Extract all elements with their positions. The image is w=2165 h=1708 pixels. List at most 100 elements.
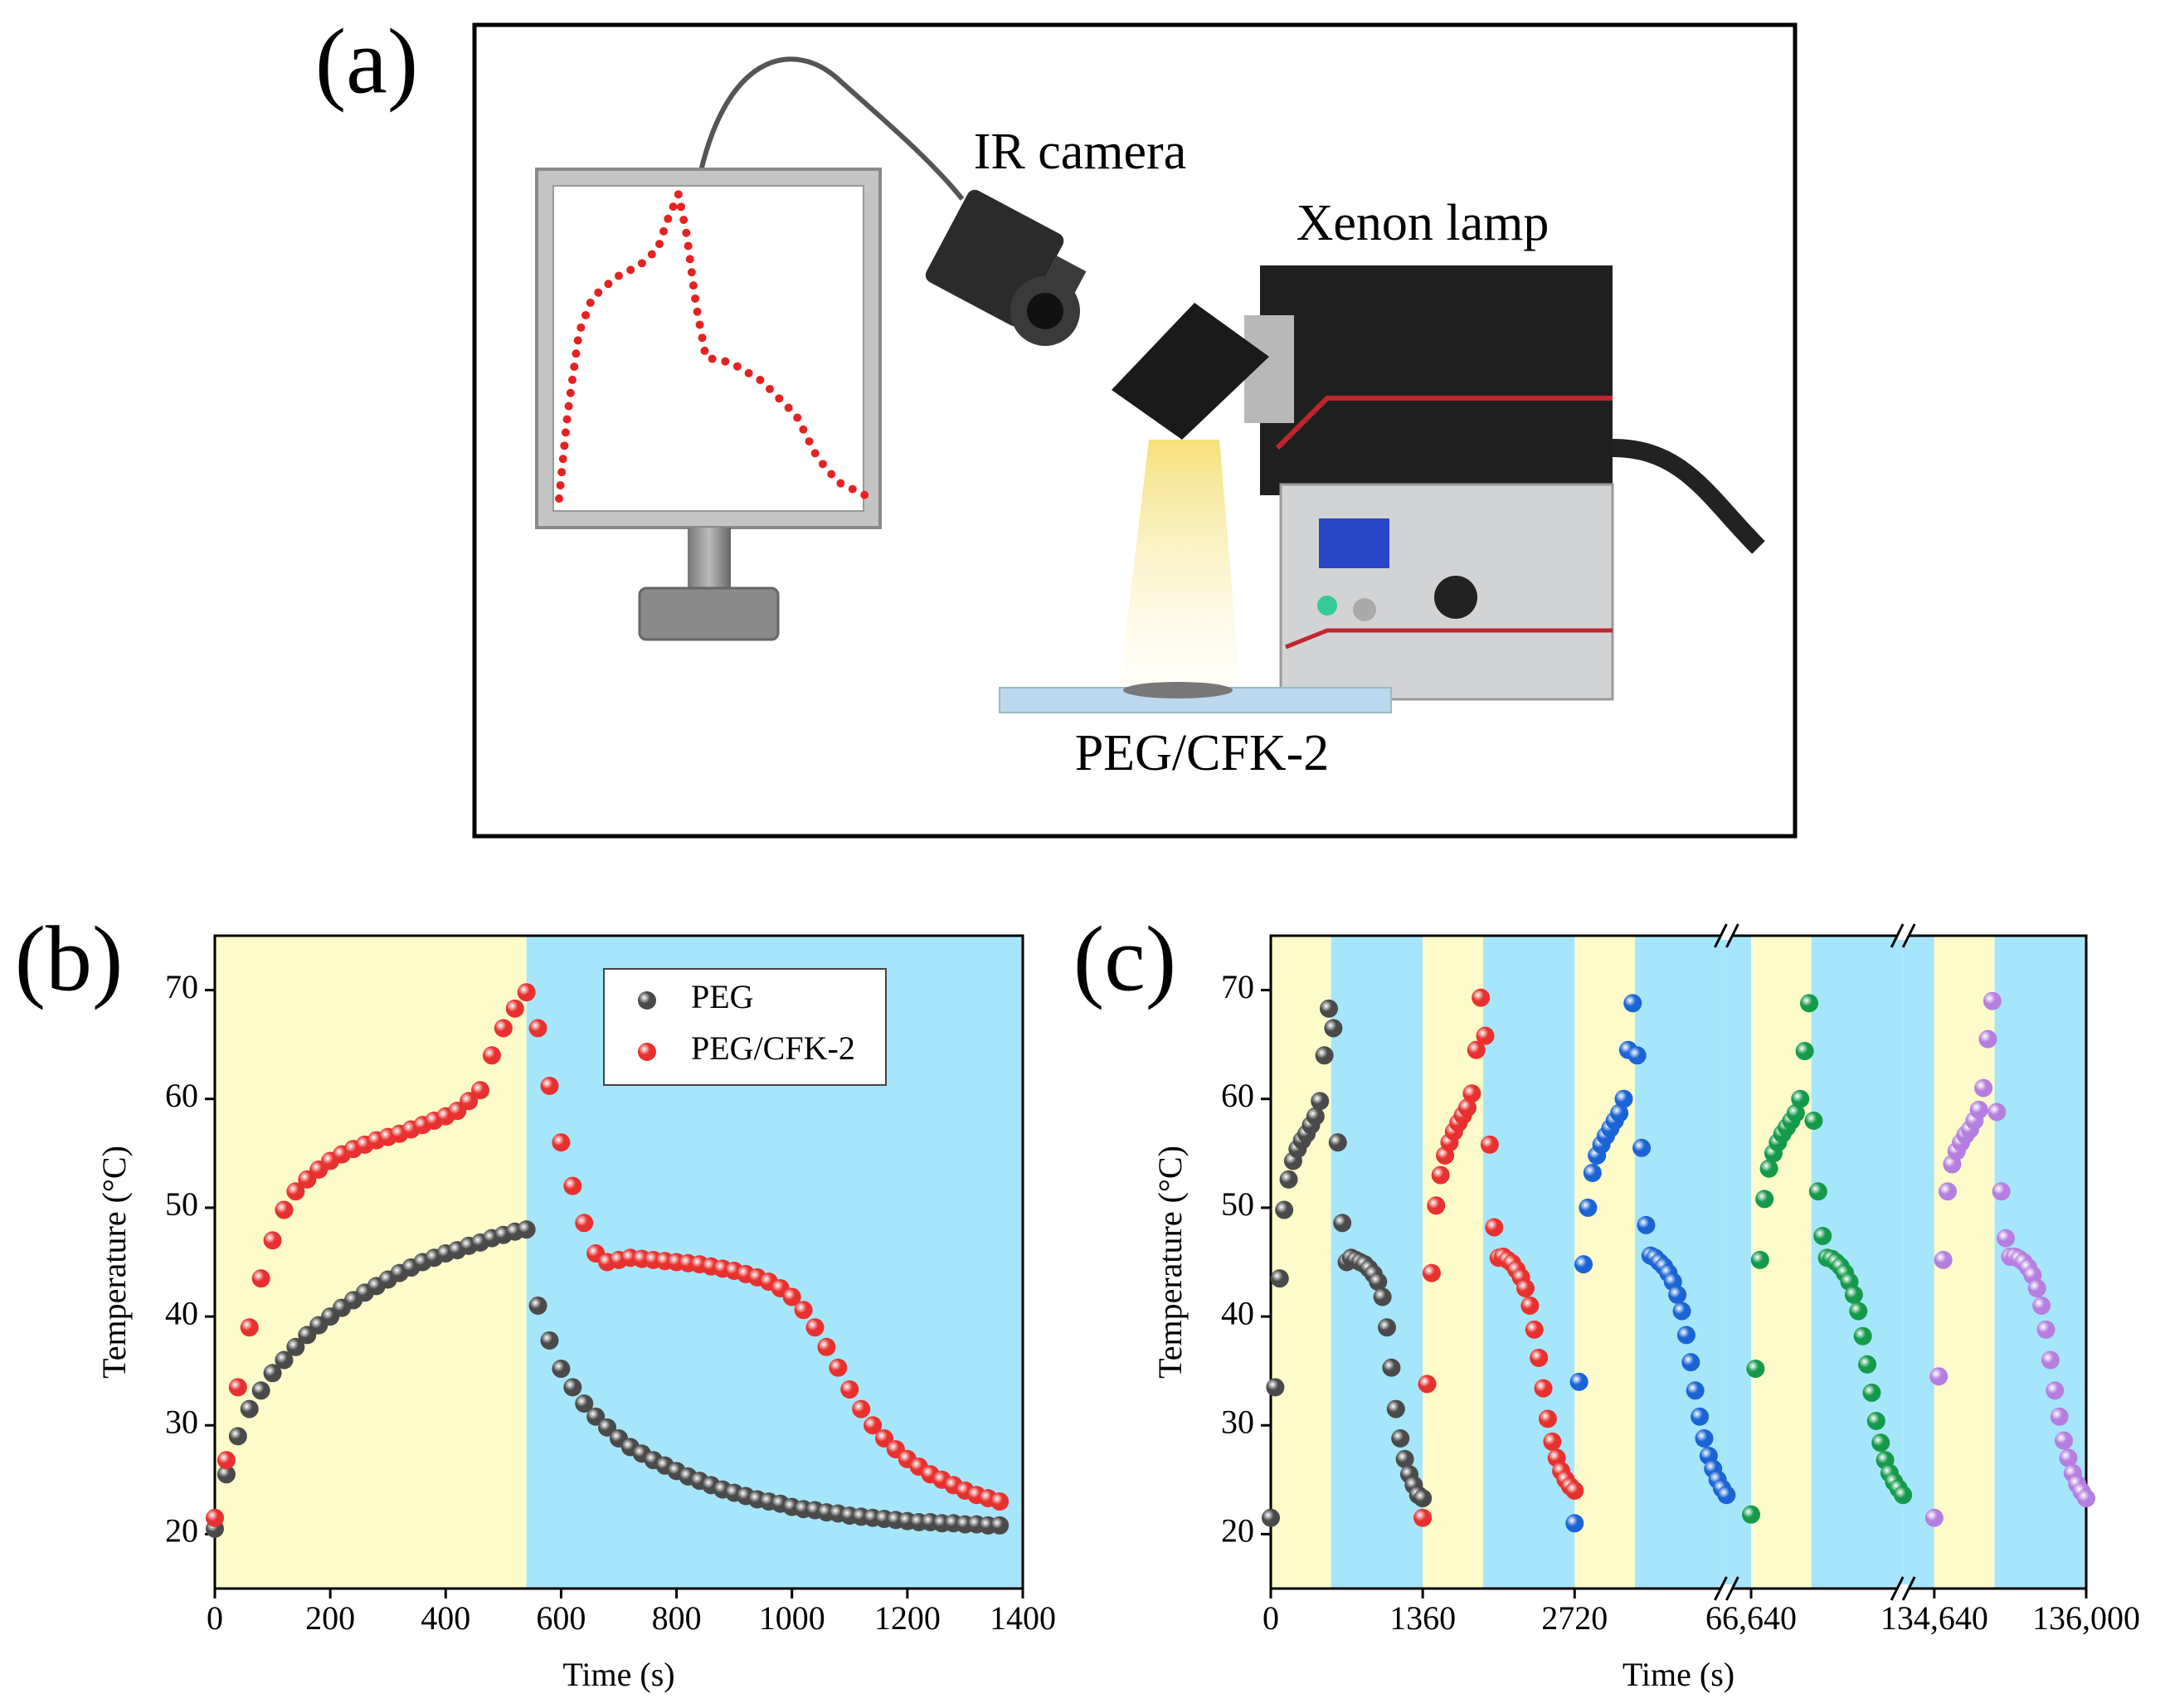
chart-1: 20 30 40 50 60 70 0 1360 2720 66,640 134,640 136,00… xyxy=(1073,908,2140,1693)
data-point xyxy=(782,1287,801,1307)
data-point xyxy=(794,1301,813,1320)
data-point xyxy=(240,1399,259,1418)
data-point xyxy=(1786,1103,1805,1122)
data-point xyxy=(1418,1375,1437,1394)
legend-label: PEG/CFK-2 xyxy=(691,1029,855,1067)
data-point xyxy=(2055,1431,2074,1450)
data-point xyxy=(251,1269,270,1288)
data-point xyxy=(1476,1026,1495,1045)
plot-frame xyxy=(1269,934,2088,1590)
x-tick-label: 800 xyxy=(652,1599,702,1637)
data-point xyxy=(1894,1486,1913,1505)
data-point xyxy=(552,1133,571,1152)
data-point xyxy=(1457,1098,1477,1117)
data-point xyxy=(1862,1383,1881,1402)
x-tick-label: 1360 xyxy=(1389,1599,1456,1637)
data-point xyxy=(1668,1285,1687,1304)
data-point xyxy=(840,1380,859,1399)
monitor-base xyxy=(638,586,780,641)
plot-frame xyxy=(213,934,1024,1590)
axis-break-mark xyxy=(1890,923,1905,948)
data-point xyxy=(1813,1227,1832,1246)
power-display xyxy=(1319,518,1389,568)
axis-break-gap xyxy=(1721,1584,1732,1593)
data-point xyxy=(1992,1182,2011,1201)
data-point xyxy=(251,1381,270,1400)
data-point xyxy=(505,999,524,1018)
legend-marker xyxy=(638,1043,656,1061)
data-point xyxy=(1849,1302,1868,1321)
lamp-housing xyxy=(1260,265,1613,495)
data-point xyxy=(1262,1508,1280,1527)
axis-break-mark xyxy=(1714,1576,1728,1601)
data-point xyxy=(1632,1138,1652,1157)
data-point xyxy=(1795,1042,1814,1061)
data-point xyxy=(552,1360,571,1379)
data-point xyxy=(540,1077,559,1096)
camera-label: IR camera xyxy=(974,124,1186,180)
power-knob xyxy=(1434,576,1477,619)
data-point xyxy=(1929,1367,1948,1386)
data-point xyxy=(1974,1078,1993,1097)
screen-curve xyxy=(555,180,869,503)
data-point xyxy=(1983,991,2002,1010)
power-button xyxy=(1317,596,1337,616)
data-point xyxy=(528,1296,547,1315)
data-point xyxy=(1565,1514,1584,1533)
region xyxy=(1423,936,1483,1589)
power-stripe xyxy=(1285,628,1613,650)
data-point xyxy=(2059,1448,2078,1467)
data-point xyxy=(517,1220,536,1239)
data-point xyxy=(2027,1278,2046,1297)
data-point xyxy=(1413,1508,1433,1527)
y-tick-label: 60 xyxy=(165,1077,198,1114)
data-point xyxy=(1266,1378,1285,1397)
data-point xyxy=(1270,1269,1289,1288)
data-point xyxy=(1311,1092,1330,1111)
data-point xyxy=(1333,1214,1352,1233)
data-point xyxy=(1686,1381,1705,1400)
data-point xyxy=(1800,994,1819,1013)
data-point xyxy=(1717,1486,1736,1505)
data-point xyxy=(1978,1029,1997,1049)
data-point xyxy=(528,1019,547,1038)
data-point xyxy=(1691,1407,1710,1426)
y-tick-label: 50 xyxy=(165,1185,198,1223)
data-point xyxy=(1742,1505,1761,1524)
data-point xyxy=(1378,1318,1397,1337)
data-point xyxy=(1306,1107,1325,1126)
data-point xyxy=(286,1337,305,1356)
data-point xyxy=(460,1092,479,1111)
panel-a: (a) IR camera Xenon lamp PEG/CFK-2 xyxy=(315,11,1798,839)
y-tick-label: 40 xyxy=(165,1294,198,1331)
axis-break-mark xyxy=(1714,923,1728,948)
y-tick-label: 30 xyxy=(165,1403,198,1440)
data-point xyxy=(829,1358,848,1377)
y-tick-label: 50 xyxy=(1221,1185,1254,1223)
data-point xyxy=(1791,1089,1810,1108)
data-point xyxy=(275,1200,294,1219)
data-point xyxy=(1472,988,1491,1007)
x-tick-label: 600 xyxy=(536,1599,586,1637)
data-point xyxy=(494,1019,513,1038)
x-tick-label: 200 xyxy=(305,1599,355,1637)
data-point xyxy=(1610,1103,1629,1122)
region xyxy=(1271,936,1331,1589)
data-point xyxy=(1543,1432,1562,1451)
x-tick-label: 66,640 xyxy=(1705,1599,1797,1637)
data-point xyxy=(1583,1163,1602,1182)
data-point xyxy=(1579,1198,1598,1217)
axis-break-gap xyxy=(1898,932,1909,940)
y-tick-label: 40 xyxy=(1221,1294,1254,1331)
data-point xyxy=(482,1046,501,1065)
data-point xyxy=(2036,1320,2056,1339)
panel-label: (a) xyxy=(315,11,418,114)
data-point xyxy=(1516,1278,1535,1297)
data-point xyxy=(1520,1296,1540,1315)
x-tick-label: 1200 xyxy=(874,1599,941,1637)
data-point xyxy=(805,1318,825,1337)
lamp-stripe xyxy=(1275,396,1613,450)
x-tick-label: 2720 xyxy=(1541,1599,1608,1637)
x-axis-label: Time (s) xyxy=(1623,1656,1734,1693)
